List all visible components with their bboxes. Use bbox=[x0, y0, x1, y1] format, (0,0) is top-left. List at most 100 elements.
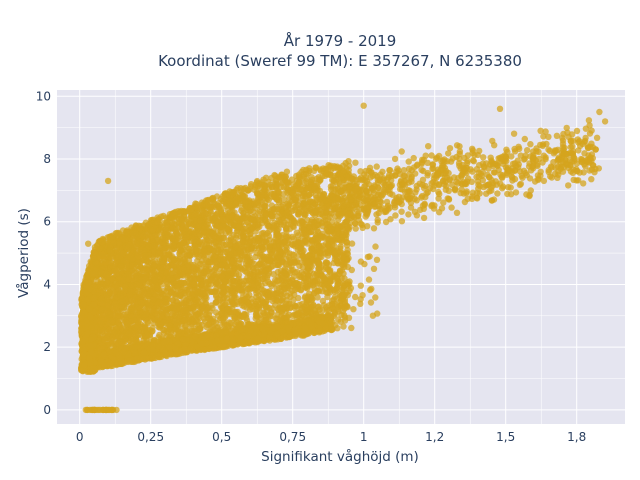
data-point bbox=[213, 270, 220, 277]
data-point bbox=[160, 212, 167, 220]
data-point bbox=[232, 200, 240, 208]
data-point bbox=[283, 208, 291, 216]
data-point bbox=[154, 238, 162, 245]
data-point bbox=[314, 221, 321, 228]
data-point bbox=[248, 244, 255, 251]
data-point bbox=[331, 231, 338, 238]
data-point bbox=[309, 257, 316, 264]
data-point bbox=[284, 284, 292, 292]
data-point bbox=[232, 243, 239, 251]
data-point bbox=[345, 158, 352, 165]
data-point bbox=[191, 229, 199, 236]
data-point bbox=[254, 284, 261, 291]
data-point bbox=[192, 311, 200, 318]
data-point bbox=[141, 325, 149, 332]
data-point bbox=[306, 198, 314, 205]
data-point bbox=[336, 179, 343, 186]
data-point bbox=[219, 223, 227, 230]
data-point bbox=[178, 218, 186, 225]
data-point bbox=[149, 327, 156, 335]
data-point bbox=[291, 304, 298, 312]
data-point bbox=[152, 290, 159, 298]
data-point bbox=[219, 321, 226, 329]
data-point bbox=[184, 327, 191, 334]
data-point bbox=[265, 222, 273, 230]
data-point bbox=[328, 301, 335, 308]
data-point bbox=[346, 162, 353, 170]
data-point bbox=[199, 297, 207, 304]
data-point bbox=[192, 325, 200, 333]
data-point bbox=[308, 216, 316, 223]
data-point bbox=[330, 186, 337, 194]
data-point bbox=[304, 240, 311, 247]
data-point bbox=[174, 237, 181, 244]
data-point bbox=[181, 279, 188, 286]
data-point bbox=[131, 323, 139, 331]
data-point bbox=[176, 289, 184, 297]
data-point bbox=[258, 230, 265, 237]
data-point bbox=[273, 286, 280, 293]
data-point bbox=[170, 257, 177, 264]
data-point bbox=[212, 319, 220, 327]
data-point bbox=[157, 321, 164, 329]
data-point bbox=[319, 223, 326, 230]
data-point bbox=[275, 238, 282, 246]
data-point bbox=[238, 204, 246, 212]
data-point bbox=[218, 208, 225, 215]
data-point bbox=[238, 299, 245, 306]
data-point bbox=[172, 229, 180, 236]
data-point bbox=[200, 248, 207, 255]
data-point bbox=[291, 269, 299, 276]
data-point bbox=[198, 281, 205, 288]
data-point bbox=[171, 218, 178, 225]
data-point bbox=[287, 269, 294, 277]
data-point bbox=[331, 196, 338, 203]
data-point bbox=[185, 294, 193, 301]
data-point bbox=[210, 247, 218, 255]
data-point bbox=[132, 288, 139, 295]
data-point bbox=[303, 207, 310, 214]
data-point bbox=[244, 211, 251, 219]
data-point bbox=[323, 208, 330, 216]
data-point bbox=[213, 223, 220, 230]
data-point bbox=[97, 278, 105, 285]
data-point bbox=[262, 317, 269, 324]
data-point bbox=[191, 211, 198, 218]
data-point bbox=[180, 300, 188, 307]
data-point bbox=[294, 201, 302, 209]
data-point bbox=[305, 184, 313, 192]
data-point bbox=[193, 200, 200, 208]
data-point bbox=[177, 209, 184, 216]
data-point bbox=[208, 302, 215, 309]
data-point bbox=[111, 289, 118, 296]
data-point bbox=[283, 168, 291, 175]
data-point bbox=[324, 245, 331, 252]
data-point bbox=[98, 295, 105, 302]
data-point bbox=[315, 303, 322, 310]
data-point bbox=[195, 222, 202, 229]
data-point bbox=[296, 309, 303, 316]
chart-title-line2: Koordinat (Sweref 99 TM): E 357267, N 62… bbox=[158, 52, 522, 70]
data-point bbox=[345, 314, 353, 321]
data-point bbox=[117, 293, 124, 300]
data-point bbox=[104, 330, 111, 338]
data-point bbox=[212, 215, 220, 222]
data-point bbox=[241, 243, 248, 250]
data-point bbox=[116, 240, 123, 247]
data-point bbox=[247, 216, 254, 223]
data-point bbox=[242, 198, 249, 205]
data-point bbox=[198, 269, 205, 276]
data-point bbox=[214, 279, 221, 286]
data-point bbox=[301, 179, 308, 186]
data-point bbox=[123, 260, 130, 268]
data-point bbox=[206, 214, 213, 222]
data-point bbox=[281, 238, 288, 245]
data-point bbox=[150, 306, 157, 313]
data-point bbox=[306, 272, 314, 280]
data-point bbox=[269, 305, 276, 312]
data-point bbox=[188, 320, 196, 328]
data-point bbox=[107, 254, 115, 261]
data-point bbox=[192, 270, 200, 278]
data-point bbox=[310, 307, 318, 314]
data-point bbox=[214, 312, 222, 319]
